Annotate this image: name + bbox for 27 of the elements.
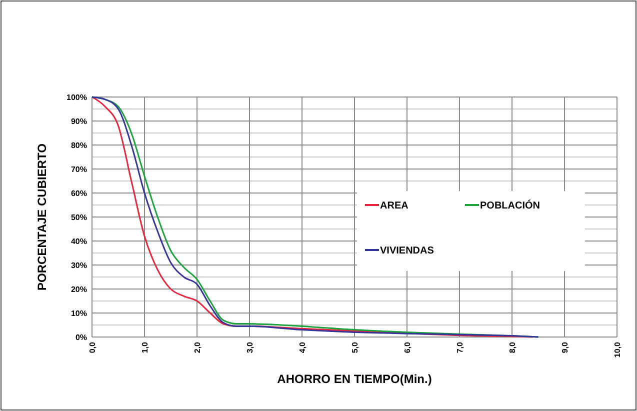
legend-label: POBLACIÓN: [480, 200, 540, 212]
y-tick-label: 20%: [70, 284, 87, 294]
y-tick-label: 0%: [75, 332, 87, 342]
x-tick-label: 7,0: [455, 341, 464, 354]
x-axis-title: AHORRO EN TIEMPO(Min.): [277, 372, 432, 386]
x-tick-label: 3,0: [245, 341, 254, 354]
x-tick-label: 5,0: [350, 341, 360, 354]
x-tick-label: 10,0: [612, 341, 622, 358]
x-tick-label: 8,0: [508, 341, 517, 354]
legend-label: AREA: [380, 200, 408, 212]
x-tick-label: 1,0: [140, 341, 150, 354]
y-tick-label: 30%: [70, 260, 87, 270]
y-tick-label: 60%: [70, 188, 87, 198]
x-tick-label: 4,0: [298, 341, 307, 354]
y-tick-label: 90%: [70, 116, 87, 126]
legend-label: VIVIENDAS: [380, 246, 434, 256]
x-tick-label: 9,0: [560, 341, 570, 354]
y-tick-label: 50%: [70, 212, 87, 222]
y-tick-label: 80%: [70, 140, 87, 150]
y-tick-label: 100%: [66, 92, 87, 102]
x-tick-label: 6,0: [402, 341, 412, 354]
x-tick-label: 0,0: [88, 341, 97, 354]
y-tick-label: 70%: [70, 164, 87, 174]
x-tick-label: 2,0: [192, 341, 202, 354]
y-tick-label: 10%: [70, 308, 87, 318]
y-tick-label: 40%: [70, 236, 87, 246]
y-axis-title: PORCENTAJE CUBIERTO: [35, 144, 49, 290]
